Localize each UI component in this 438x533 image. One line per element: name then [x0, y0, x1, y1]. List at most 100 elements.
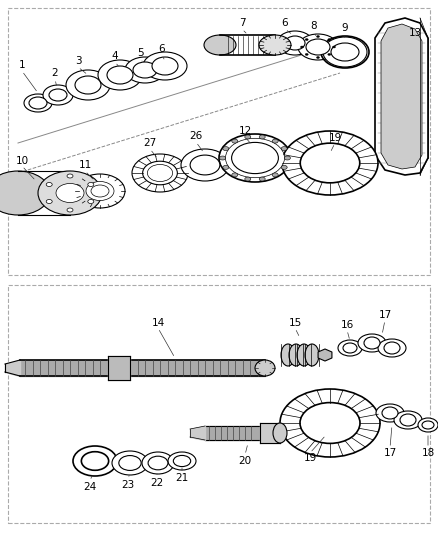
Text: 15: 15	[288, 318, 302, 328]
Ellipse shape	[81, 451, 109, 470]
Ellipse shape	[0, 171, 50, 215]
Ellipse shape	[88, 199, 94, 204]
Ellipse shape	[148, 165, 173, 182]
Ellipse shape	[317, 56, 319, 59]
Ellipse shape	[281, 165, 287, 169]
Ellipse shape	[86, 182, 114, 200]
Ellipse shape	[272, 173, 278, 177]
Text: 6: 6	[159, 44, 165, 54]
Polygon shape	[318, 349, 332, 361]
Text: 14: 14	[152, 318, 165, 328]
Text: 26: 26	[189, 131, 203, 141]
Ellipse shape	[67, 174, 73, 178]
Ellipse shape	[67, 208, 73, 212]
Ellipse shape	[281, 344, 295, 366]
Ellipse shape	[323, 37, 367, 67]
Ellipse shape	[382, 407, 398, 419]
Ellipse shape	[317, 36, 319, 37]
Ellipse shape	[338, 340, 362, 356]
Text: 19: 19	[304, 453, 317, 463]
Polygon shape	[381, 24, 422, 169]
Ellipse shape	[418, 418, 438, 432]
Ellipse shape	[305, 38, 308, 41]
Text: 13: 13	[408, 28, 422, 38]
Text: 1: 1	[19, 60, 25, 70]
Ellipse shape	[38, 171, 102, 215]
Ellipse shape	[226, 139, 285, 177]
Ellipse shape	[289, 344, 303, 366]
Ellipse shape	[305, 53, 308, 55]
Ellipse shape	[204, 35, 236, 55]
Ellipse shape	[259, 135, 265, 139]
Ellipse shape	[232, 142, 279, 174]
Ellipse shape	[378, 339, 406, 357]
Ellipse shape	[43, 85, 73, 105]
Text: 10: 10	[15, 156, 28, 166]
Text: 5: 5	[137, 48, 143, 58]
Ellipse shape	[259, 177, 265, 181]
Text: 19: 19	[328, 133, 342, 143]
Ellipse shape	[29, 97, 47, 109]
Text: 12: 12	[238, 126, 251, 136]
Ellipse shape	[168, 452, 196, 470]
Ellipse shape	[300, 402, 360, 443]
Ellipse shape	[232, 139, 238, 143]
Text: 23: 23	[121, 480, 134, 490]
Ellipse shape	[75, 76, 101, 94]
Ellipse shape	[284, 156, 290, 160]
Ellipse shape	[272, 139, 278, 143]
Ellipse shape	[143, 52, 187, 80]
Ellipse shape	[181, 149, 229, 181]
Ellipse shape	[219, 156, 226, 160]
Ellipse shape	[66, 70, 110, 100]
Ellipse shape	[305, 344, 319, 366]
Text: 7: 7	[239, 18, 245, 28]
Ellipse shape	[364, 337, 380, 349]
Text: 2: 2	[52, 68, 58, 78]
Text: 18: 18	[421, 448, 434, 458]
Ellipse shape	[142, 452, 174, 474]
Ellipse shape	[46, 199, 52, 204]
Ellipse shape	[98, 60, 142, 90]
Text: 8: 8	[311, 21, 317, 31]
Ellipse shape	[400, 414, 416, 426]
Ellipse shape	[298, 34, 338, 60]
Ellipse shape	[255, 360, 275, 376]
Ellipse shape	[273, 423, 287, 443]
Ellipse shape	[280, 389, 380, 457]
Ellipse shape	[394, 411, 422, 429]
Ellipse shape	[148, 456, 168, 470]
Text: 21: 21	[175, 473, 189, 483]
Text: 20: 20	[238, 456, 251, 466]
Text: 17: 17	[378, 310, 392, 320]
Ellipse shape	[223, 147, 229, 151]
Ellipse shape	[56, 183, 84, 203]
Ellipse shape	[88, 182, 94, 187]
Ellipse shape	[91, 185, 109, 197]
Ellipse shape	[173, 455, 191, 466]
Text: 3: 3	[75, 56, 81, 66]
Text: 24: 24	[83, 482, 97, 492]
Ellipse shape	[152, 57, 178, 75]
Ellipse shape	[422, 421, 434, 429]
Ellipse shape	[343, 343, 357, 353]
Text: 11: 11	[78, 160, 92, 170]
Ellipse shape	[306, 39, 330, 55]
Ellipse shape	[132, 154, 188, 192]
Ellipse shape	[125, 57, 165, 83]
Polygon shape	[375, 18, 428, 175]
Ellipse shape	[277, 31, 313, 55]
Text: 17: 17	[383, 448, 397, 458]
Ellipse shape	[328, 38, 331, 41]
Ellipse shape	[285, 36, 305, 50]
Text: 9: 9	[342, 23, 348, 33]
Text: 22: 22	[150, 478, 164, 488]
Ellipse shape	[332, 46, 336, 48]
Ellipse shape	[245, 177, 251, 181]
Ellipse shape	[281, 147, 287, 151]
Text: 6: 6	[282, 18, 288, 28]
Ellipse shape	[143, 161, 177, 185]
Text: 27: 27	[143, 138, 157, 148]
Ellipse shape	[223, 165, 229, 169]
Ellipse shape	[75, 174, 125, 208]
